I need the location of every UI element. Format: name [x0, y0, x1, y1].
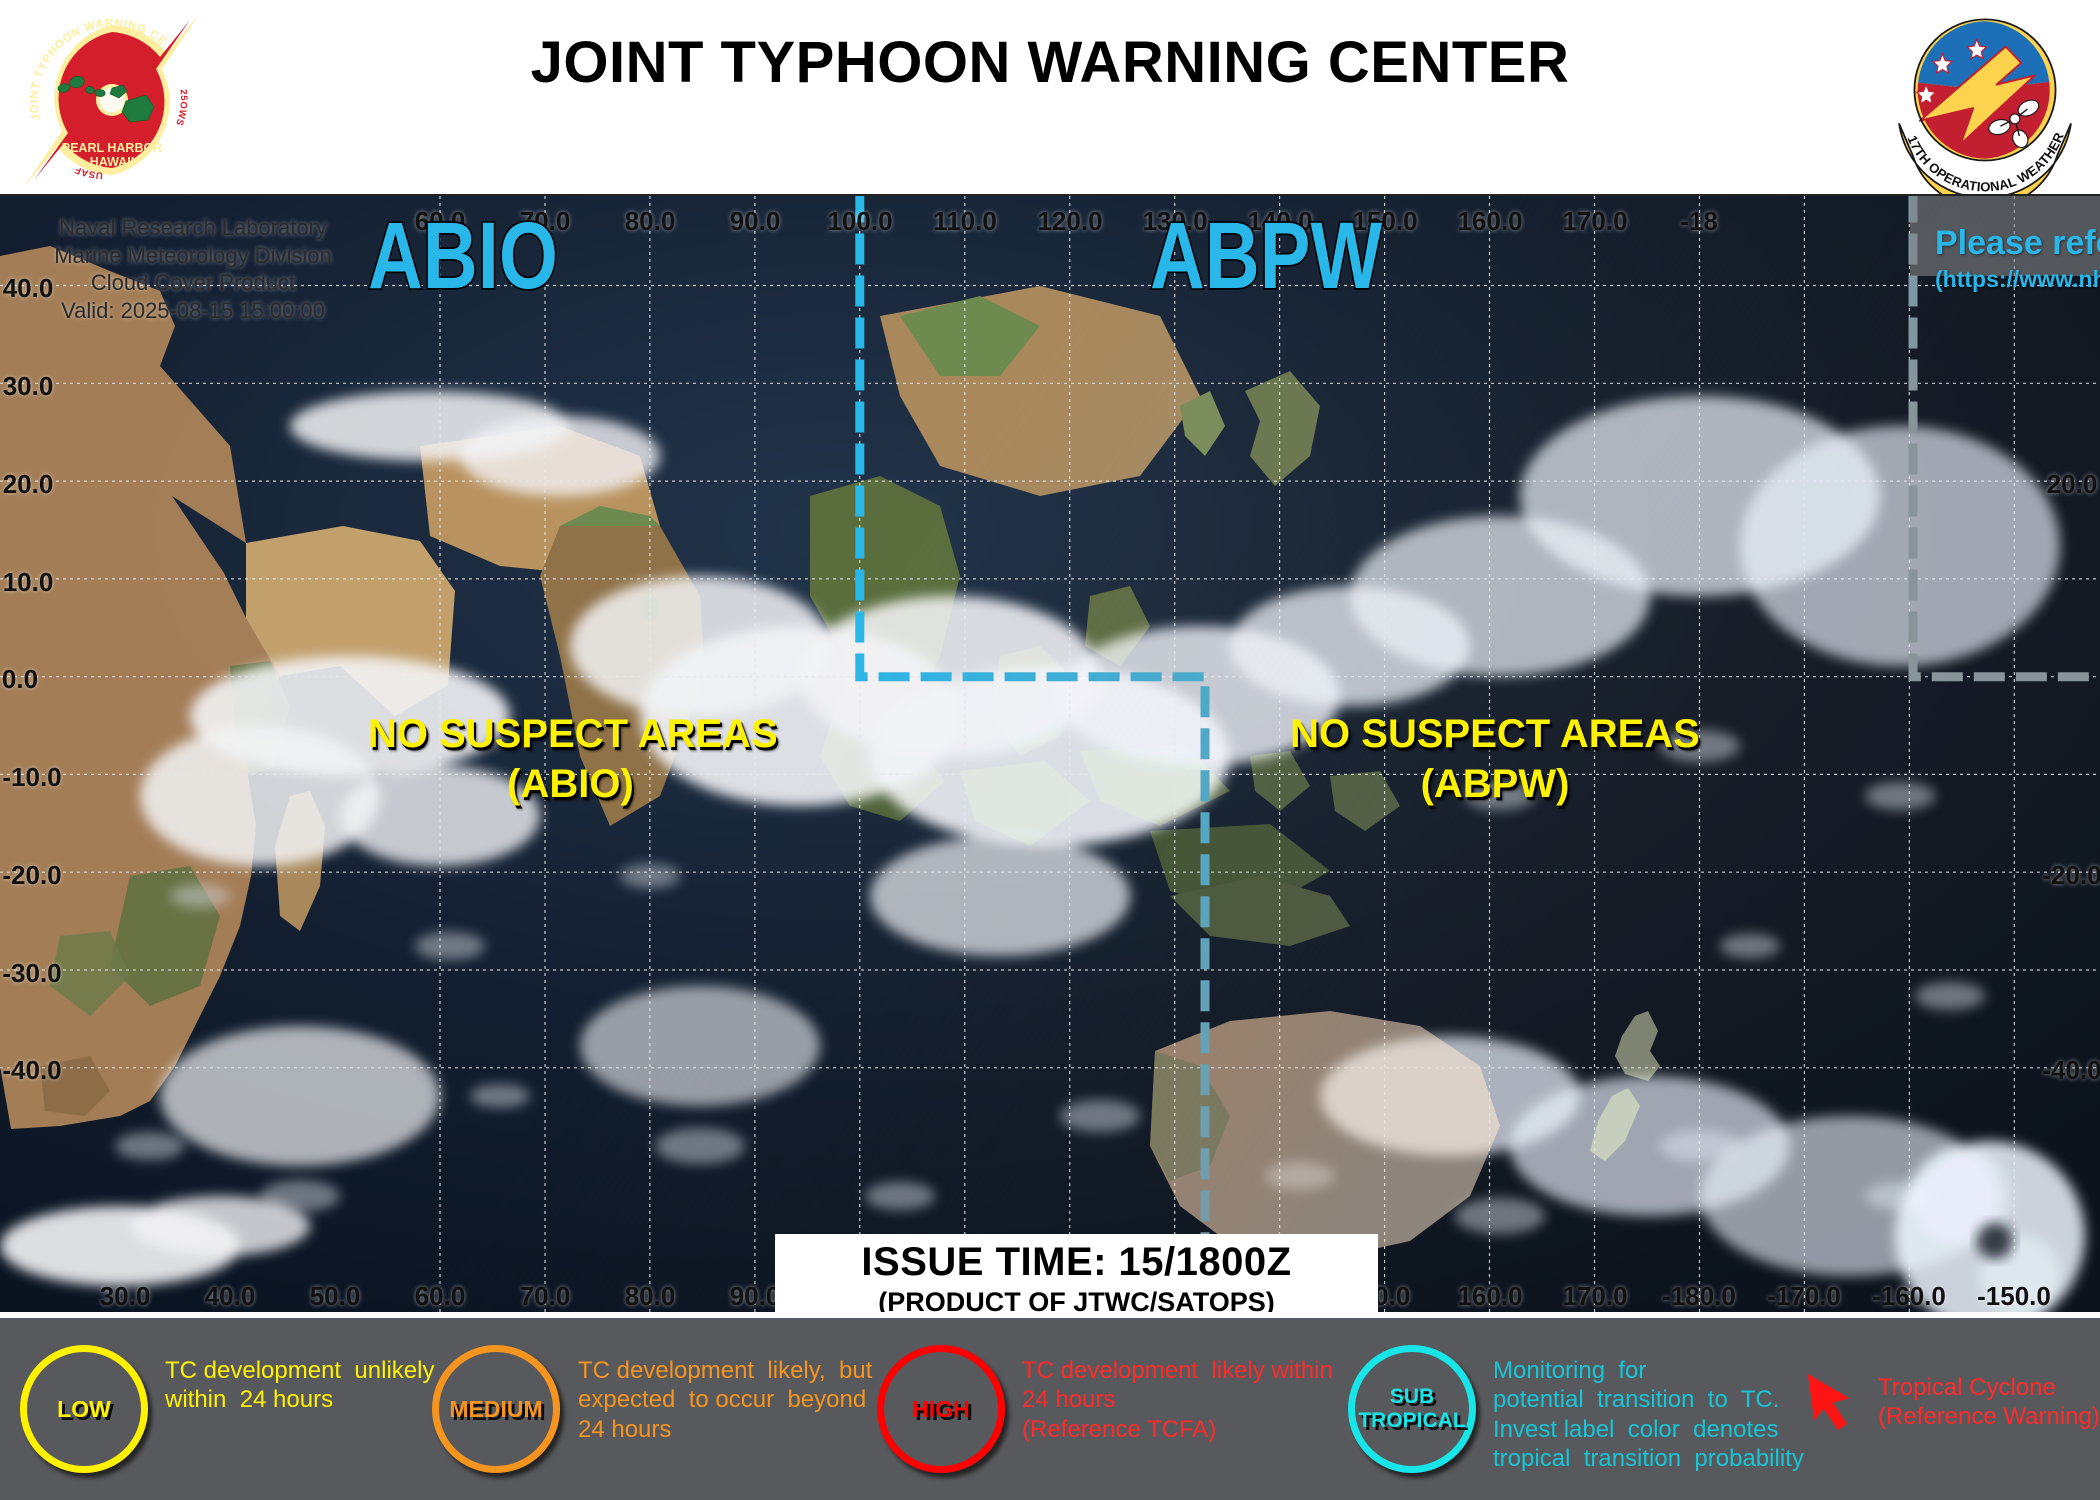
svg-text:PEARL HARBOR: PEARL HARBOR — [62, 141, 162, 155]
svg-text:HAWAII: HAWAII — [90, 155, 134, 169]
